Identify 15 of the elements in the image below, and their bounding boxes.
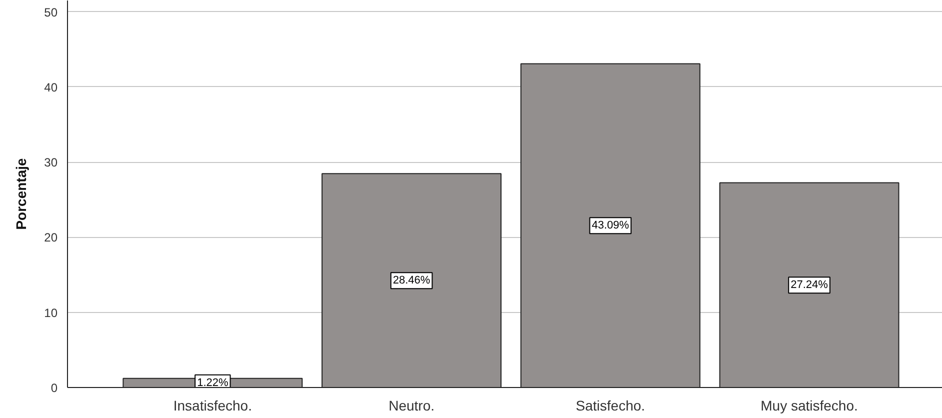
- x-tick-label: Insatisfecho.: [173, 398, 252, 414]
- y-tick-label: 0: [50, 381, 58, 395]
- y-axis-title: Porcentaje: [13, 158, 30, 230]
- data-label: 43.09%: [592, 220, 630, 232]
- y-tick-label: 10: [44, 306, 58, 320]
- data-label: 27.24%: [790, 279, 828, 292]
- y-tick-label: 20: [44, 230, 58, 245]
- data-label: 1.22%: [197, 376, 228, 389]
- x-tick-label: Muy satisfecho.: [760, 398, 858, 414]
- y-tick-label: 30: [44, 156, 58, 170]
- y-tick-label: 50: [44, 5, 58, 20]
- x-tick-label: Neutro.: [388, 398, 434, 414]
- x-tick-label: Satisfecho.: [576, 398, 646, 414]
- data-label: 28.46%: [392, 274, 430, 287]
- y-tick-label: 40: [44, 80, 58, 94]
